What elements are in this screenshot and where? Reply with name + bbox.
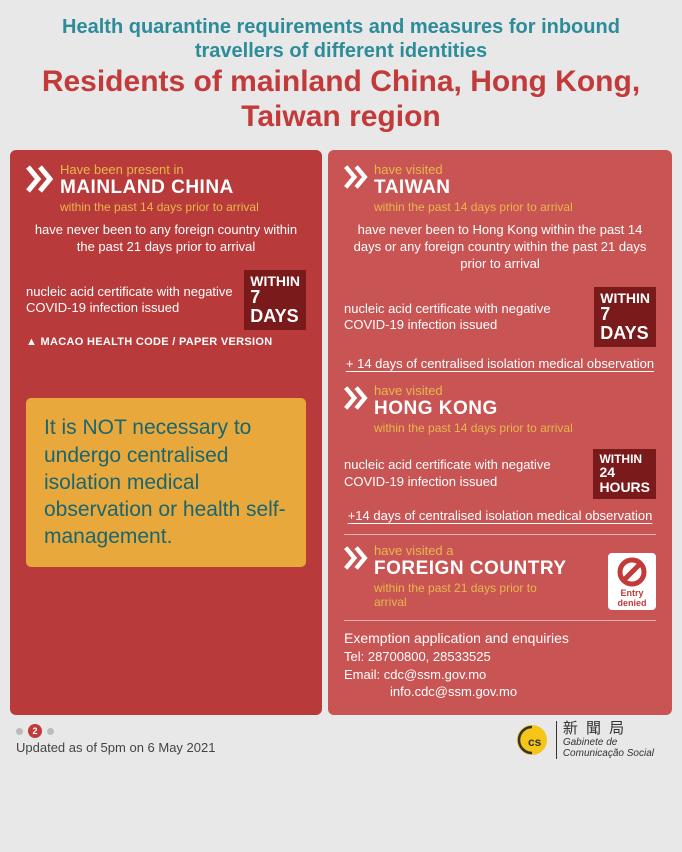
header: Health quarantine requirements and measu…: [10, 10, 672, 144]
taiwan-timeframe: within the past 14 days prior to arrival: [374, 200, 656, 214]
chevron-icon: [26, 164, 56, 194]
footer-right: cs 新 聞 局 Gabinete de Comunicação Social: [514, 721, 654, 760]
taiwan-intro: have visited: [374, 162, 656, 177]
page-dot: [16, 728, 23, 735]
taiwan-badge: WITHIN 7 DAYS: [594, 287, 656, 347]
taiwan-body: have never been to Hong Kong within the …: [344, 222, 656, 273]
chevron-icon: [344, 164, 370, 190]
mainland-region: MAINLAND CHINA: [60, 177, 306, 199]
updated-text: Updated as of 5pm on 6 May 2021: [16, 740, 215, 755]
right-panel: have visited TAIWAN within the past 14 d…: [328, 150, 672, 715]
foreign-timeframe: within the past 21 days prior to arrival: [374, 581, 554, 609]
exemption-email1: Email: cdc@ssm.gov.mo: [344, 666, 656, 684]
mainland-badge: WITHIN 7 DAYS: [244, 270, 306, 330]
left-panel: Have been present in MAINLAND CHINA with…: [10, 150, 322, 715]
taiwan-plus14: + 14 days of centralised isolation medic…: [344, 355, 656, 373]
hk-cert-text: nucleic acid certificate with negative C…: [344, 457, 593, 490]
page-dot: [47, 728, 54, 735]
mainland-body: have never been to any foreign country w…: [26, 222, 306, 256]
divider: [344, 534, 656, 535]
main-columns: Have been present in MAINLAND CHINA with…: [10, 150, 672, 715]
hk-region: HONG KONG: [374, 398, 656, 420]
mainland-intro: Have been present in: [60, 162, 306, 177]
hk-badge: WITHIN 24 HOURS: [593, 449, 656, 499]
svg-text:cs: cs: [528, 735, 542, 749]
entry-denied-badge: Entry denied: [608, 553, 656, 610]
mainland-section: Have been present in MAINLAND CHINA with…: [26, 162, 306, 348]
exemption-email2: info.cdc@ssm.gov.mo: [344, 683, 656, 701]
exemption-tel: Tel: 28700800, 28533525: [344, 648, 656, 666]
header-subtitle: Health quarantine requirements and measu…: [40, 15, 642, 63]
foreign-region: FOREIGN COUNTRY: [374, 558, 608, 580]
macao-note: ▲ MACAO HEALTH CODE / PAPER VERSION: [26, 336, 306, 348]
taiwan-section: have visited TAIWAN within the past 14 d…: [344, 162, 656, 373]
footer-left: 2 Updated as of 5pm on 6 May 2021: [16, 724, 215, 755]
chevron-icon: [344, 545, 370, 571]
exemption-title: Exemption application and enquiries: [344, 629, 656, 648]
chevron-icon: [344, 385, 370, 411]
gcs-logo-icon: cs: [514, 722, 550, 758]
foreign-section: have visited a FOREIGN COUNTRY within th…: [344, 543, 656, 610]
org-name: 新 聞 局 Gabinete de Comunicação Social: [556, 721, 654, 760]
mainland-timeframe: within the past 14 days prior to arrival: [60, 200, 306, 214]
header-title: Residents of mainland China, Hong Kong, …: [40, 65, 642, 134]
exemption-block: Exemption application and enquiries Tel:…: [344, 629, 656, 701]
infographic-page: Health quarantine requirements and measu…: [0, 0, 682, 852]
foreign-intro: have visited a: [374, 543, 608, 558]
hk-intro: have visited: [374, 383, 656, 398]
page-dots: 2: [16, 724, 215, 738]
hk-timeframe: within the past 14 days prior to arrival: [374, 421, 656, 435]
taiwan-cert-text: nucleic acid certificate with negative C…: [344, 301, 594, 334]
taiwan-region: TAIWAN: [374, 177, 656, 199]
page-dot-active: 2: [28, 724, 42, 738]
divider: [344, 620, 656, 621]
hk-plus14: +14 days of centralised isolation medica…: [344, 507, 656, 525]
mainland-cert-text: nucleic acid certificate with negative C…: [26, 284, 244, 317]
prohibited-icon: [610, 556, 654, 588]
yellow-callout: It is NOT necessary to undergo centralis…: [26, 398, 306, 566]
footer: 2 Updated as of 5pm on 6 May 2021 cs 新 聞…: [10, 715, 672, 764]
hongkong-section: have visited HONG KONG within the past 1…: [344, 383, 656, 525]
